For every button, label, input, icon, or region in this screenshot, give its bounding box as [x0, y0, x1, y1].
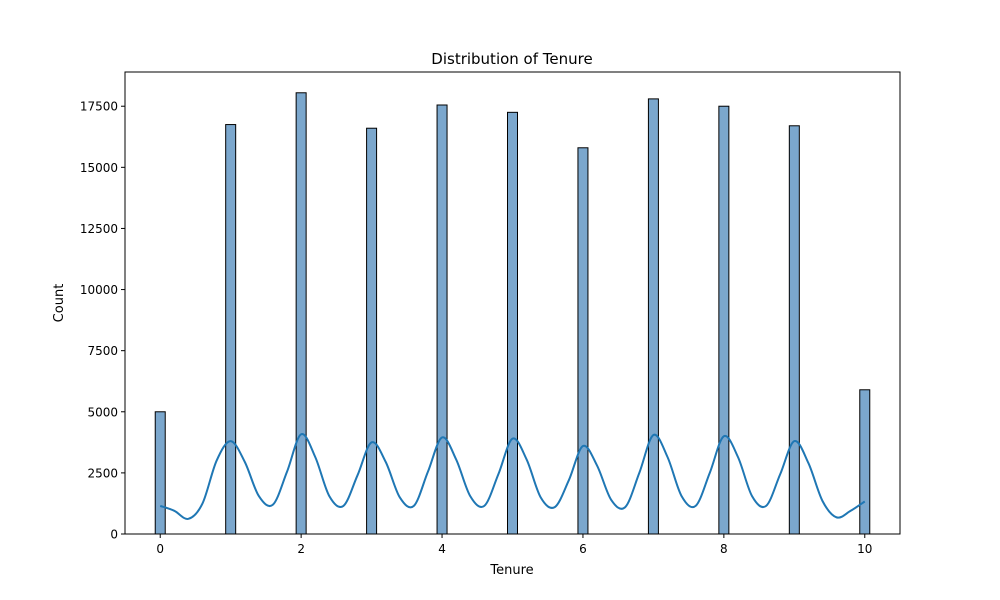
histogram-bar: [647, 98, 659, 535]
y-tick-label: 12500: [80, 222, 118, 236]
x-tick-label: 6: [579, 542, 587, 556]
histogram-bar: [859, 389, 871, 535]
histogram-bar: [718, 105, 730, 535]
histogram-bar: [154, 411, 166, 535]
histogram-bar: [366, 127, 378, 535]
x-axis: 0 2 4 6 8 10: [156, 534, 872, 556]
x-tick-label: 8: [720, 542, 728, 556]
histogram-bar: [788, 125, 800, 535]
chart-title: Distribution of Tenure: [431, 50, 592, 68]
histogram-bar: [295, 92, 307, 535]
x-tick-label: 10: [857, 542, 872, 556]
x-tick-label: 2: [297, 542, 305, 556]
histogram-bar: [436, 104, 448, 535]
y-tick-label: 7500: [87, 344, 118, 358]
y-tick-label: 0: [110, 528, 118, 542]
y-tick-label: 10000: [80, 283, 118, 297]
y-axis-label: Count: [52, 284, 67, 323]
y-axis: 0 2500 5000 7500 10000 12500 15000 17500: [80, 100, 125, 542]
y-tick-label: 17500: [80, 100, 118, 114]
x-axis-label: Tenure: [489, 563, 533, 578]
plot-frame: [124, 71, 901, 535]
histogram-bar: [225, 124, 237, 535]
x-tick-label: 0: [156, 542, 164, 556]
histogram-bar: [577, 147, 589, 535]
y-tick-label: 2500: [87, 466, 118, 480]
bars-group: [154, 92, 871, 535]
kde-curve: [159, 433, 866, 520]
x-tick-label: 4: [438, 542, 446, 556]
histogram-bar: [507, 111, 518, 535]
y-tick-label: 15000: [80, 161, 118, 175]
y-tick-label: 5000: [87, 405, 118, 419]
